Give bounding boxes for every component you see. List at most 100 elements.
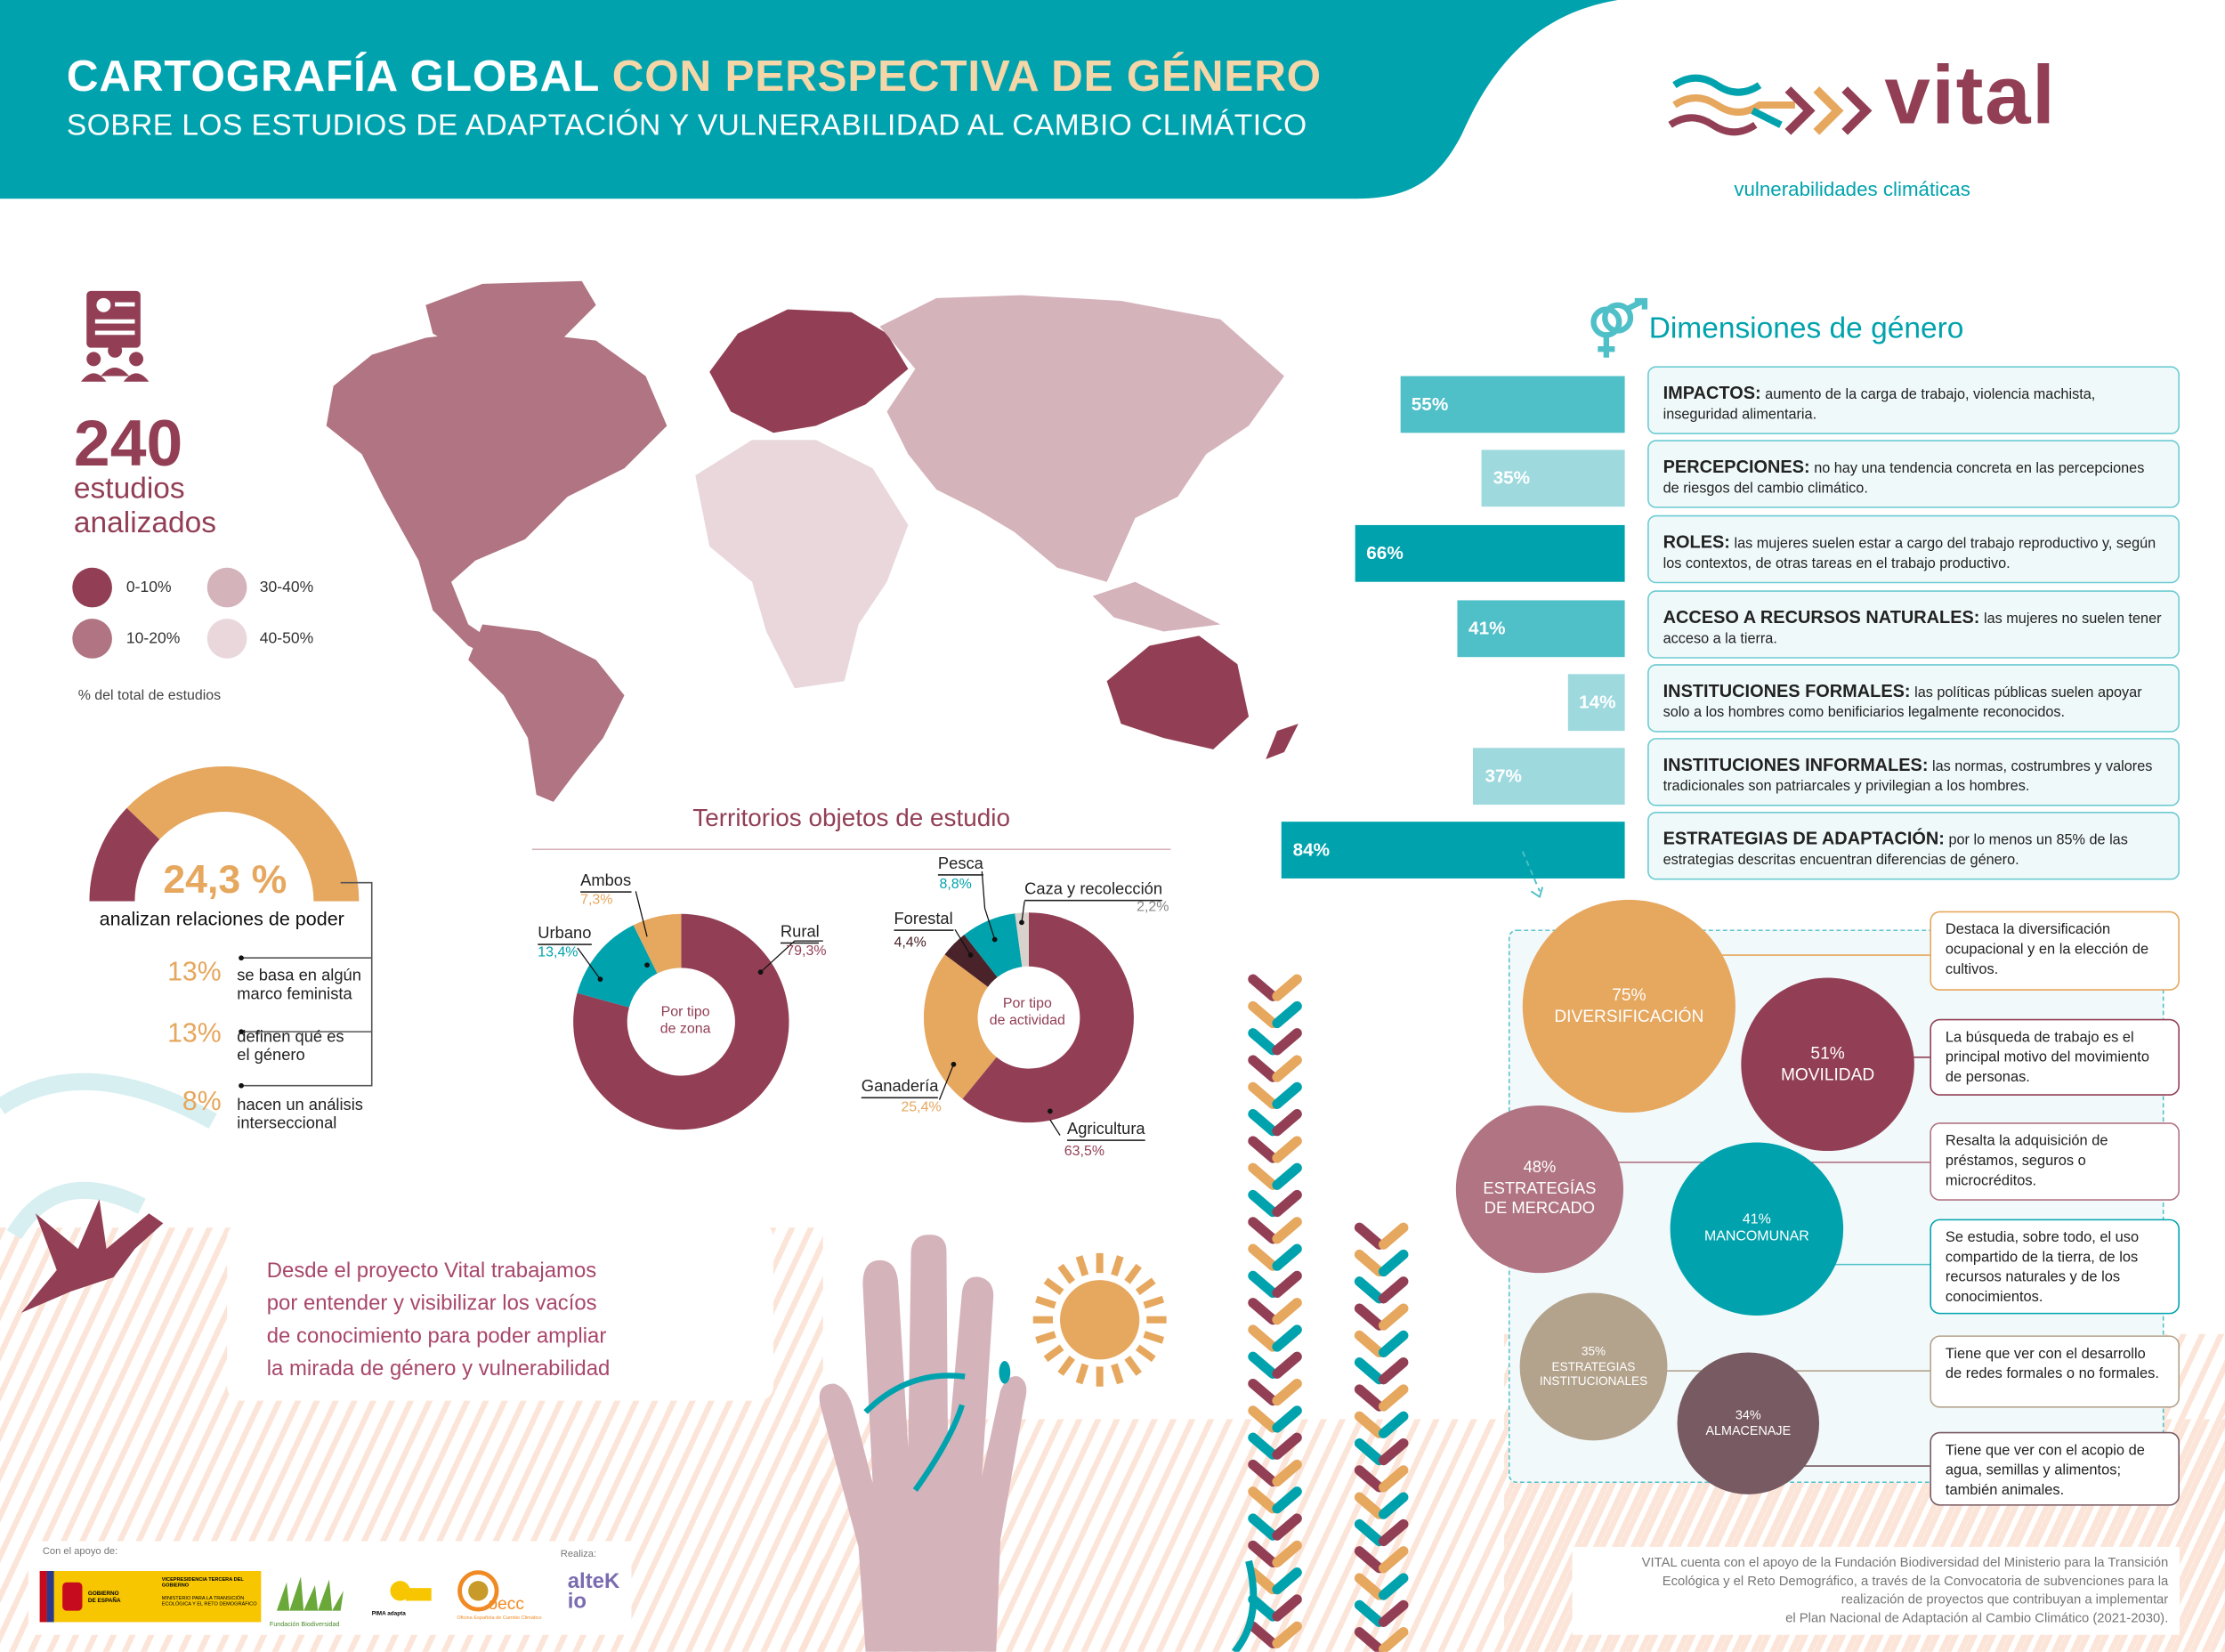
power-item-line: el género [237, 1047, 305, 1065]
braid-strand [1248, 1270, 1278, 1299]
braid-strand [1272, 1459, 1302, 1487]
grass-icon [276, 1576, 344, 1611]
legend-note: % del total de estudios [77, 688, 222, 704]
braid-strand [1354, 1411, 1385, 1438]
donut-slice-urbano [577, 925, 658, 1008]
braid-strand [1272, 1243, 1302, 1271]
logo-pima: PIMA adapta [372, 1571, 434, 1625]
sun-ray [1075, 1255, 1089, 1276]
studies-label-line1: estudios [73, 472, 185, 506]
gauge-main-arc [89, 807, 160, 902]
footer-note: VITAL cuenta con el apoyo de la Fundació… [1575, 1554, 2169, 1628]
power-item-text: hacen un análisis interseccional [237, 1097, 363, 1133]
braid-strand [1248, 1189, 1278, 1218]
braid-strand [1248, 1000, 1278, 1029]
braid-strand [1378, 1303, 1409, 1331]
sun-icon [1032, 1252, 1167, 1387]
footer-note-line: VITAL cuenta con el apoyo de la Fundació… [1641, 1555, 2169, 1570]
dimension-bar-label: 35% [1493, 466, 1531, 489]
dimension-text: las políticas públicas suelen apoyar sol… [1663, 685, 2142, 721]
map-south-america [468, 624, 625, 802]
donut-label-dots [597, 919, 1053, 1114]
donut-zona [573, 913, 789, 1130]
power-item-text: se basa en algún marco feminista [237, 968, 361, 1004]
value-rural: 79,3% [786, 943, 827, 960]
braid-strand [1272, 1378, 1302, 1406]
sun-ray [1043, 1277, 1064, 1296]
braid-strand [1378, 1411, 1409, 1438]
dimension-box: ROLES: las mujeres suelen estar a cargo … [1647, 514, 2180, 584]
braid-decoration [1232, 974, 1409, 1652]
donut-slice-ganader-a [923, 954, 997, 1099]
bird-icon [20, 1199, 164, 1313]
strategy-label: DE MERCADO [1484, 1201, 1596, 1219]
braid-strand [1272, 1486, 1302, 1514]
strategy-note: La búsqueda de trabajo es el principal m… [1930, 1018, 2180, 1096]
braid-strand [1272, 1270, 1302, 1299]
braid-strand [1354, 1546, 1385, 1574]
strategy-pct: 35% [1581, 1343, 1606, 1358]
footer-note-box [1572, 1546, 2180, 1635]
dimension-bar-label: 14% [1579, 691, 1616, 713]
logo-text: PIMA adapta [371, 1609, 406, 1617]
map-africa [695, 440, 909, 689]
braid-strand [1272, 1162, 1302, 1190]
braid-strand [1378, 1599, 1409, 1627]
strategy-circle: 34% ALMACENAJE [1677, 1352, 1820, 1494]
label-ambos: Ambos [580, 871, 632, 893]
sun-ray [1043, 1344, 1064, 1363]
sun-ray [1075, 1363, 1089, 1385]
braid-strand [1248, 1567, 1278, 1595]
power-bracket [239, 881, 373, 1089]
legend-swatch [206, 567, 247, 608]
pima-sun-icon [390, 1581, 432, 1601]
braid-strand [1272, 1621, 1302, 1648]
map-australia [1106, 636, 1250, 749]
braid-strand [1272, 1000, 1302, 1029]
gender-symbol-icon [1590, 297, 1648, 358]
message-line: de conocimiento para poder ampliar [266, 1324, 607, 1348]
power-caption: analizan relaciones de poder [99, 908, 344, 930]
braid-strand [1248, 1405, 1278, 1433]
power-item-text: definen qué es el género [237, 1029, 344, 1065]
strategy-circle: 41% MANCOMUNAR [1670, 1142, 1844, 1316]
dimension-title: ESTRATEGIAS DE ADAPTACIÓN: [1663, 829, 1945, 849]
sun-ray [1057, 1263, 1075, 1284]
footer-note-line: Ecológica y el Reto Demográfico, a travé… [1662, 1574, 2169, 1589]
logo-gobierno: GOBIERNO DE ESPAÑA VICEPRESIDENCIA TERCE… [39, 1571, 262, 1623]
dimension-title: ACCESO A RECURSOS NATURALES: [1663, 607, 1980, 628]
donut-leader-lines [577, 871, 1061, 1136]
braid-strand [1354, 1330, 1385, 1358]
braid-strand [1354, 1357, 1385, 1385]
strategy-circle: 51% MOVILIDAD [1741, 977, 1914, 1152]
territory-donuts [573, 871, 1134, 1136]
braid-strand [1272, 1513, 1302, 1541]
braid-strand [1248, 1217, 1278, 1244]
braid-strand [1354, 1599, 1385, 1627]
sun-ray [1035, 1331, 1056, 1344]
dimension-bar: 84% [1281, 822, 1625, 879]
strategy-pct: 34% [1735, 1407, 1761, 1422]
map-europe [709, 309, 909, 433]
legend-label: 0-10% [125, 579, 172, 596]
power-item-line: hacen un análisis [237, 1097, 363, 1114]
power-item-pct: 8% [182, 1087, 222, 1117]
braid-strand [1248, 1162, 1278, 1190]
braid-strand [1354, 1492, 1385, 1519]
dimension-box: ESTRATEGIAS DE ADAPTACIÓN: por lo menos … [1647, 811, 2180, 880]
sun-ray [1124, 1356, 1142, 1376]
braid-strand [1378, 1276, 1409, 1304]
dimension-bar-label: 41% [1468, 617, 1506, 639]
braid-strand [1354, 1465, 1385, 1493]
braid-strand [1354, 1437, 1385, 1466]
braid-strand [1378, 1492, 1409, 1519]
logo-fundacion-biodiversidad: Fundación Biodiversidad [270, 1571, 349, 1628]
power-item-pct: 13% [167, 958, 222, 988]
map-greenland [425, 280, 596, 377]
dimension-bar: 66% [1355, 524, 1625, 582]
map-new-zealand [1266, 724, 1299, 760]
dimension-bar: 14% [1567, 674, 1625, 732]
legend-swatch [72, 567, 112, 608]
